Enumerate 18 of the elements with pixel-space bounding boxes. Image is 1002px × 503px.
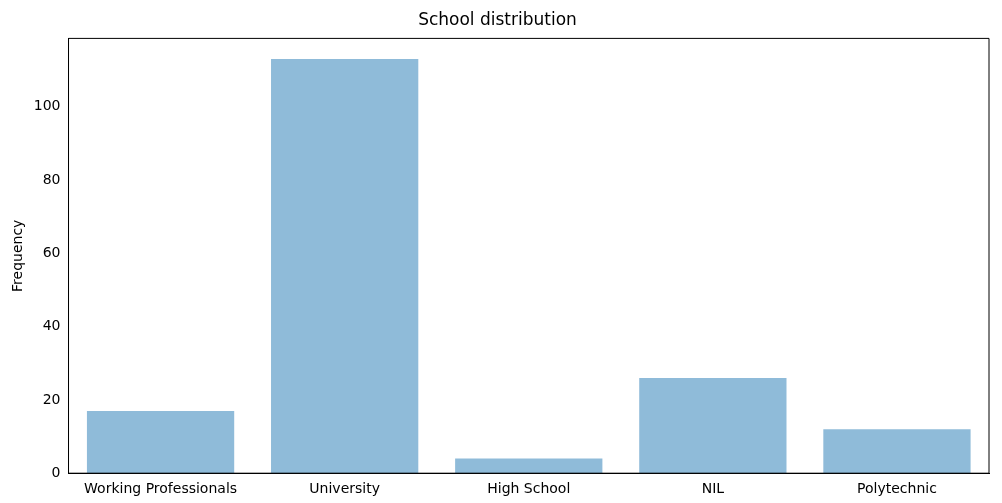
y-tick-label: 40 [42, 317, 61, 334]
x-tick-label: NIL [701, 480, 725, 497]
bar [455, 458, 603, 474]
x-tick-label: Polytechnic [857, 480, 937, 497]
bar [271, 59, 419, 474]
y-axis-title: Frequency [9, 219, 26, 292]
x-tick-label: Working Professionals [84, 480, 238, 497]
bar [86, 410, 235, 474]
bar [639, 377, 787, 474]
x-tick-label: High School [487, 480, 571, 497]
y-tick-label: 80 [42, 170, 61, 187]
y-tick-label: 60 [42, 243, 61, 260]
chart-title: School distribution [418, 8, 577, 29]
y-tick-label: 20 [42, 390, 61, 407]
x-tick-label: University [309, 480, 380, 497]
bar [823, 429, 971, 474]
y-tick-label: 100 [33, 97, 61, 114]
y-tick-label: 0 [51, 463, 61, 480]
